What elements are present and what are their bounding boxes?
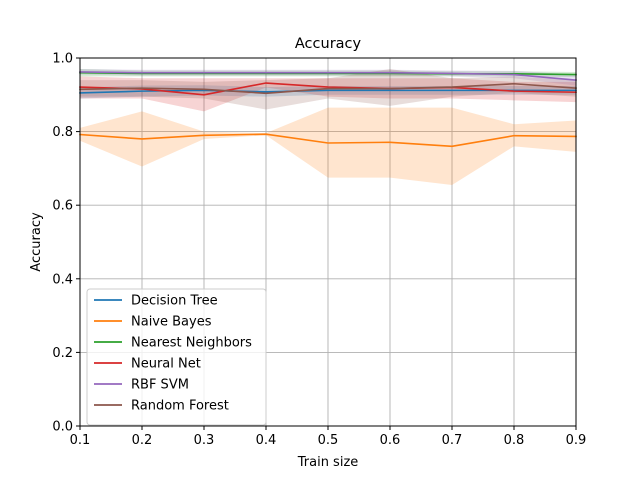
legend-label-nearest-neighbors: Nearest Neighbors: [131, 336, 252, 351]
x-tick-label: 0.2: [132, 433, 153, 448]
y-tick-label: 0.4: [52, 272, 73, 287]
legend-label-neural-net: Neural Net: [131, 357, 201, 372]
random-forest-line: [79, 82, 577, 95]
rbf-svm-line: [79, 71, 577, 81]
axis-ticks: 0.1 0.2 0.3 0.4 0.5 0.6 0.7 0.8 0.9 0.0 0.2 0.4 0.6 0…: [52, 52, 586, 449]
x-tick-label: 0.6: [380, 433, 401, 448]
x-tick-label: 0.4: [256, 433, 277, 448]
neural-net-band: [80, 76, 576, 112]
x-tick-label: 0.8: [504, 433, 525, 448]
y-tick-label: 0.0: [52, 420, 73, 435]
legend-label-naive-bayes: Naive Bayes: [131, 315, 212, 330]
grid: [79, 57, 577, 427]
x-tick-label: 0.9: [566, 433, 587, 448]
legend-label-rbf-svm: RBF SVM: [131, 378, 189, 393]
legend: Decision Tree Naive Bayes Nearest Neighbor…: [86, 288, 267, 426]
y-tick-label: 0.8: [52, 125, 73, 140]
x-tick-label: 0.3: [194, 433, 215, 448]
x-tick-label: 0.7: [442, 433, 463, 448]
legend-label-random-forest: Random Forest: [131, 399, 229, 414]
neural-net-line: [79, 82, 577, 96]
y-axis-label: Accuracy: [29, 212, 44, 272]
x-axis-label: Train size: [297, 455, 359, 470]
y-tick-label: 0.2: [52, 346, 73, 361]
legend-label-decision-tree: Decision Tree: [131, 294, 218, 309]
y-tick-label: 1.0: [52, 52, 73, 67]
naive-bayes-band: [80, 107, 576, 185]
y-tick-label: 0.6: [52, 199, 73, 214]
x-tick-label: 0.5: [318, 433, 339, 448]
series-lines: [79, 71, 577, 148]
chart-title: Accuracy: [295, 36, 362, 52]
x-tick-label: 0.1: [70, 433, 91, 448]
legend-box: [86, 288, 267, 426]
naive-bayes-line: [79, 133, 577, 148]
